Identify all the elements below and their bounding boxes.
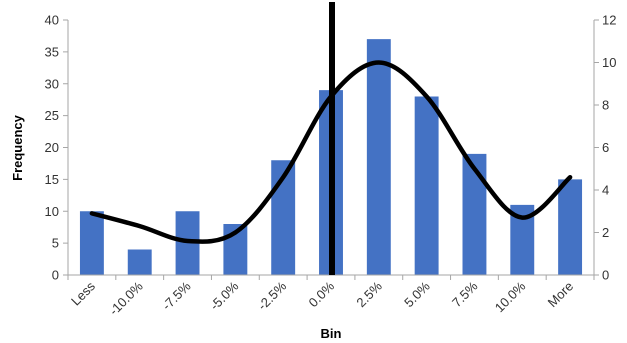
bar-1 <box>127 249 152 275</box>
bar-9 <box>510 204 535 276</box>
y2-tick-label-2: 4 <box>602 183 609 198</box>
x-tick-label-2: -7.5% <box>159 278 194 313</box>
bar-10 <box>558 179 583 276</box>
bar-0 <box>79 211 104 275</box>
x-tick-label-7: 5.0% <box>401 278 433 310</box>
x-tick-label-1: -10.0% <box>106 278 146 318</box>
y-tick-label-1: 5 <box>52 236 59 251</box>
y-tick-label-7: 35 <box>45 44 59 59</box>
x-tick-label-8: 7.5% <box>449 278 481 310</box>
y-tick-label-4: 20 <box>45 140 59 155</box>
y-tick-label-5: 25 <box>45 108 59 123</box>
y-axis-title: Frequency <box>10 114 25 181</box>
y-tick-label-3: 15 <box>45 172 59 187</box>
bar-7 <box>414 96 439 275</box>
y-tick-label-0: 0 <box>52 268 59 283</box>
x-tick-label-0: Less <box>68 278 98 308</box>
x-tick-label-5: 0.0% <box>306 278 338 310</box>
x-tick-label-10: More <box>545 279 577 311</box>
y2-tick-label-1: 2 <box>602 225 609 240</box>
y2-tick-label-6: 12 <box>602 13 616 28</box>
x-tick-label-3: -5.0% <box>207 278 242 313</box>
bar-8 <box>462 153 487 276</box>
y-tick-label-6: 30 <box>45 76 59 91</box>
y-tick-label-2: 10 <box>45 204 59 219</box>
y2-tick-label-5: 10 <box>602 55 616 70</box>
x-axis-title: Bin <box>321 326 342 341</box>
y2-tick-label-3: 6 <box>602 140 609 155</box>
y2-tick-label-4: 8 <box>602 98 609 113</box>
x-tick-label-4: -2.5% <box>255 278 290 313</box>
x-tick-label-6: 2.5% <box>353 278 385 310</box>
bar-6 <box>366 39 391 276</box>
y-tick-label-8: 40 <box>45 13 59 28</box>
x-tick-label-9: 10.0% <box>492 278 529 315</box>
y2-tick-label-0: 0 <box>602 268 609 283</box>
